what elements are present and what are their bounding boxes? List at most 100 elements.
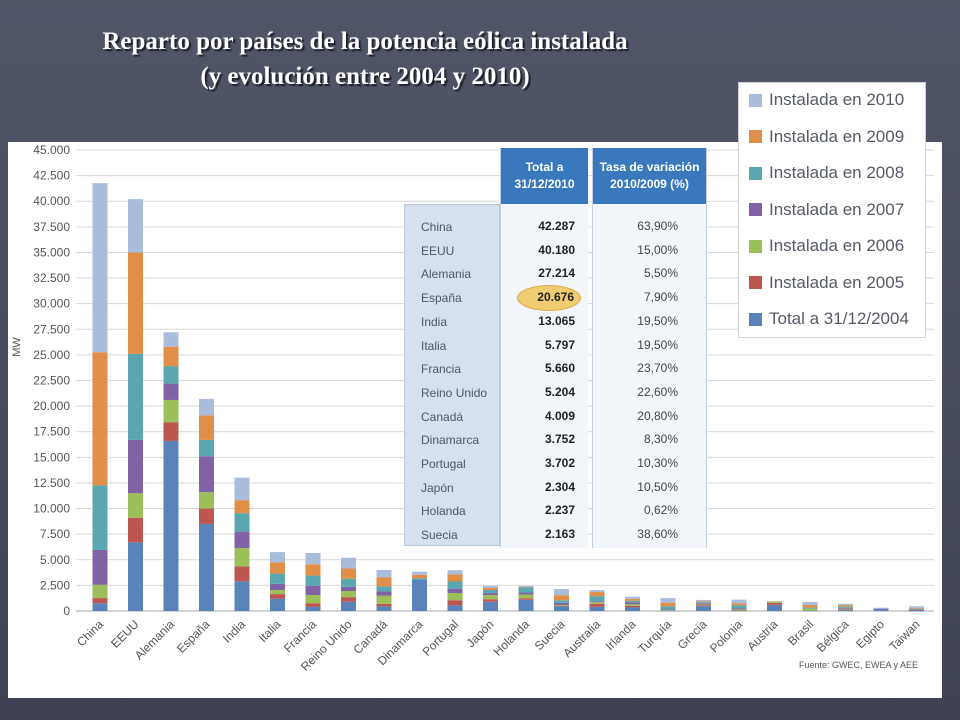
legend-swatch xyxy=(749,239,762,253)
bar-segment xyxy=(483,587,498,590)
bar-segment xyxy=(838,609,853,611)
bar-segment xyxy=(376,591,392,596)
bar-segment xyxy=(92,549,108,585)
legend-label: Instalada en 2008 xyxy=(769,163,905,182)
title-line-2: (y evolución entre 2004 y 2010) xyxy=(200,63,530,90)
bar-segment xyxy=(589,596,605,602)
table-cell-rate: 7,90% xyxy=(643,290,678,305)
bar-segment xyxy=(660,602,676,607)
bar-segment xyxy=(731,610,747,611)
bar-segment xyxy=(128,252,143,354)
bar-segment xyxy=(376,577,392,587)
bar-segment xyxy=(234,477,250,501)
bar-segment xyxy=(802,608,818,611)
x-tick-label: Turquía xyxy=(635,617,674,656)
bar-segment xyxy=(625,598,640,601)
x-tick-label: Japón xyxy=(464,617,497,650)
bar-segment xyxy=(909,608,924,610)
bar-segment xyxy=(341,591,356,598)
table-cell-total: 27.214 xyxy=(538,266,575,281)
y-tick-label: 2.500 xyxy=(40,578,70,592)
bar-segment xyxy=(625,605,640,608)
bar-segment xyxy=(838,608,853,610)
bar-segment xyxy=(873,607,889,609)
bar-segment xyxy=(589,603,605,607)
bar-segment xyxy=(128,199,143,253)
table-cell-rate: 10,50% xyxy=(637,479,678,494)
bar-segment xyxy=(802,607,818,609)
bar-segment xyxy=(341,568,356,579)
bar-segment xyxy=(625,596,640,599)
bar-segment xyxy=(660,610,676,611)
bar-segment xyxy=(163,399,179,423)
bar-segment xyxy=(518,587,534,593)
highlight-ellipse xyxy=(517,285,581,312)
bar-segment xyxy=(270,594,285,599)
bar-segment xyxy=(589,601,605,603)
table-cell-country: Reino Unido xyxy=(421,385,488,400)
table-cell-rate: 0,62% xyxy=(643,503,678,518)
bar-segment xyxy=(447,570,463,575)
bar-segment xyxy=(696,603,711,605)
legend-swatch xyxy=(749,93,762,107)
bar-segment xyxy=(589,606,605,611)
y-tick-label: 37.500 xyxy=(33,220,70,234)
bar-segment xyxy=(589,592,605,597)
bar-segment xyxy=(341,586,356,592)
bar-segment xyxy=(873,609,889,611)
legend-item: Instalada en 2009 xyxy=(749,125,904,149)
bar-segment xyxy=(128,517,143,543)
bar-segment xyxy=(696,606,711,611)
y-tick-label: 45.000 xyxy=(33,143,70,157)
table-cell-rate: 8,30% xyxy=(643,432,678,447)
bar-segment xyxy=(163,383,179,400)
bar-segment xyxy=(234,547,250,567)
bar-segment xyxy=(376,595,392,604)
bar-segment xyxy=(731,608,747,610)
bar-segment xyxy=(909,606,924,608)
bar-segment xyxy=(92,584,108,599)
bar-segment xyxy=(163,332,179,347)
bar-segment xyxy=(199,508,214,524)
table-cell-rate: 10,30% xyxy=(637,456,678,470)
legend-swatch xyxy=(749,130,762,143)
table-header-total-text: Total a 31/12/2010 xyxy=(514,160,575,191)
y-tick-label: 25.000 xyxy=(33,348,70,362)
bar-segment xyxy=(873,608,889,610)
bar-segment xyxy=(767,602,782,605)
table-cell-rate: 23,70% xyxy=(637,361,678,376)
bar-segment xyxy=(483,595,498,600)
y-tick-label: 35.000 xyxy=(33,245,70,259)
table-cell-country: EEUU xyxy=(421,243,455,258)
table-cell-country: Canadá xyxy=(421,409,464,424)
x-tick-label: Egipto xyxy=(853,617,887,651)
legend-swatch xyxy=(749,166,762,180)
table-cell-total: 5.660 xyxy=(544,361,575,376)
legend-swatch xyxy=(749,203,762,216)
bar-segment xyxy=(128,542,143,611)
legend-item: Instalada en 2005 xyxy=(749,271,904,295)
legend-swatch xyxy=(749,312,762,326)
table-cell-country: Alemania xyxy=(421,267,472,282)
bar-segment xyxy=(518,599,534,611)
y-tick-label: 40.000 xyxy=(33,194,70,208)
bar-segment xyxy=(305,603,321,607)
y-tick-label: 0 xyxy=(63,604,70,618)
bar-segment xyxy=(767,601,782,603)
table-cell-country: Japón xyxy=(421,480,454,495)
bar-segment xyxy=(731,603,747,606)
bar-segment xyxy=(447,574,463,582)
legend-item: Instalada en 2008 xyxy=(749,161,904,185)
bar-segment xyxy=(163,440,179,611)
bar-segment xyxy=(696,604,711,606)
y-tick-label: 12.500 xyxy=(33,476,70,490)
bar-segment xyxy=(554,604,569,606)
bar-segment xyxy=(234,581,250,611)
bar-segment xyxy=(270,589,285,595)
legend-item: Total a 31/12/2004 xyxy=(749,307,909,331)
x-tick-label: Grecia xyxy=(675,617,710,652)
table-header-total: Total a 31/12/2010 xyxy=(501,148,588,204)
slide-title: Reparto por países de la potencia eólica… xyxy=(0,24,730,94)
legend-label: Instalada en 2006 xyxy=(769,236,905,255)
bar-segment xyxy=(234,531,250,548)
